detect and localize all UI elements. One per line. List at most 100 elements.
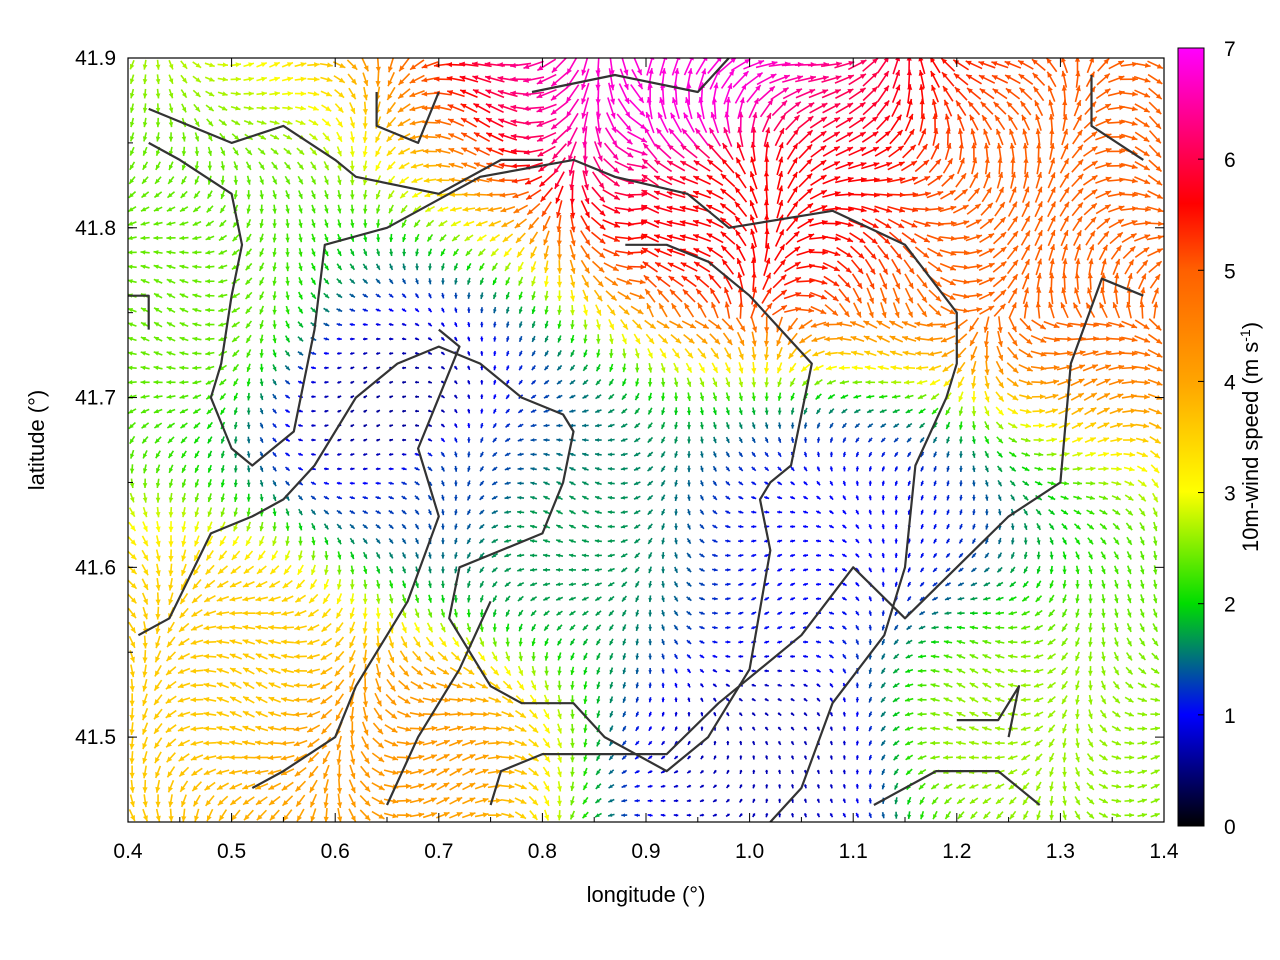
wind-arrow <box>752 769 756 775</box>
wind-arrow <box>582 782 589 791</box>
colorbar-tick-label: 2 <box>1224 594 1236 617</box>
wind-arrow <box>1111 798 1122 804</box>
wind-arrow <box>842 812 847 818</box>
wind-arrow <box>142 794 148 808</box>
wind-arrow <box>436 796 450 805</box>
wind-arrow <box>294 780 307 793</box>
wind-arrow <box>1098 768 1109 775</box>
wind-arrow <box>449 796 463 805</box>
wind-arrow <box>544 809 550 821</box>
wind-arrow <box>647 770 653 774</box>
wind-arrow <box>686 799 692 803</box>
wind-arrow <box>842 784 846 789</box>
wind-arrow <box>359 809 371 821</box>
wind-arrow <box>396 769 412 775</box>
wind-arrow <box>932 810 938 820</box>
wind-arrow <box>1021 782 1030 791</box>
wind-arrow <box>583 767 588 777</box>
wind-arrow <box>254 754 269 761</box>
wind-arrow <box>765 769 769 775</box>
wind-arrow <box>396 783 412 789</box>
wind-arrow <box>752 798 756 803</box>
wind-arrow <box>371 810 385 820</box>
wind-arrow <box>855 798 859 804</box>
wind-arrow <box>1008 769 1018 775</box>
wind-arrow <box>1008 796 1017 805</box>
x-tick-label: 0.8 <box>528 840 557 863</box>
wind-arrow <box>178 766 190 778</box>
wind-arrow <box>699 813 705 817</box>
wind-arrow <box>474 797 489 804</box>
wind-arrow <box>621 798 628 803</box>
wind-arrow <box>634 784 640 788</box>
wind-arrow <box>348 808 357 822</box>
wind-arrow <box>205 795 215 807</box>
wind-arrow <box>930 783 940 790</box>
wind-arrow <box>190 754 204 761</box>
wind-arrow <box>1074 767 1081 777</box>
wind-arrow <box>1124 784 1135 789</box>
x-tick-label: 0.5 <box>217 840 246 863</box>
wind-arrow <box>982 811 991 820</box>
wind-arrow <box>1074 796 1081 806</box>
wind-arrow <box>790 812 794 818</box>
wind-arrow <box>868 812 872 819</box>
wind-arrow <box>337 808 343 822</box>
wind-arrow <box>203 755 217 761</box>
wind-arrow <box>1062 781 1067 792</box>
wind-arrow <box>712 784 717 789</box>
wind-arrow <box>569 810 576 820</box>
wind-arrow <box>129 779 135 793</box>
wind-arrow <box>790 784 794 789</box>
wind-arrow <box>241 754 256 761</box>
wind-arrow <box>842 798 846 804</box>
wind-arrow <box>738 798 743 803</box>
wind-arrow <box>191 767 203 777</box>
wind-arrow <box>155 808 161 822</box>
wind-arrow <box>816 755 820 760</box>
wind-arrow <box>295 794 306 807</box>
wind-arrow <box>1074 781 1081 792</box>
wind-arrow <box>336 779 343 794</box>
wind-arrow <box>725 784 730 789</box>
wind-arrow <box>167 780 175 793</box>
wind-arrow <box>348 793 357 808</box>
wind-arrow <box>269 809 280 821</box>
wind-arrow <box>970 811 978 820</box>
wind-arrow <box>1098 797 1109 804</box>
wind-arrow <box>256 809 268 821</box>
wind-arrow <box>155 779 161 793</box>
wind-arrow <box>687 755 691 760</box>
wind-arrow <box>154 765 162 779</box>
wind-arrow <box>268 782 282 791</box>
colorbar <box>1177 47 1205 827</box>
wind-arrow <box>726 769 730 775</box>
wind-arrow <box>204 781 216 791</box>
wind-arrow <box>528 795 539 806</box>
wind-arrow <box>1049 810 1054 821</box>
wind-arrow <box>777 755 782 760</box>
wind-arrow <box>982 797 992 805</box>
wind-arrow <box>608 783 615 789</box>
wind-arrow <box>996 811 1004 820</box>
wind-arrow <box>660 770 666 774</box>
wind-arrow <box>842 769 846 775</box>
wind-arrow <box>383 769 399 775</box>
wind-arrow <box>1111 812 1122 818</box>
wind-arrow <box>529 810 538 821</box>
wind-arrow <box>268 795 281 806</box>
wind-arrow <box>1150 812 1160 818</box>
wind-arrow <box>128 809 136 822</box>
x-tick-label: 1.0 <box>735 840 764 863</box>
wind-arrow <box>894 797 899 805</box>
wind-arrow <box>542 766 551 778</box>
wind-arrow <box>686 784 692 788</box>
wind-arrow <box>686 770 692 774</box>
wind-arrow <box>166 752 176 763</box>
wind-arrow <box>422 768 437 776</box>
wind-arrow <box>829 769 833 775</box>
wind-arrow <box>1111 784 1122 789</box>
wind-arrow <box>488 812 502 818</box>
wind-arrow <box>229 796 242 806</box>
wind-arrow <box>1035 767 1043 777</box>
